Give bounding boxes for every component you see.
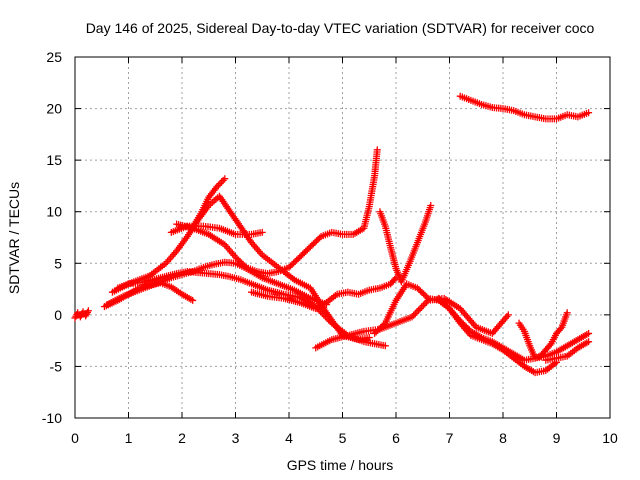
series-sat-o (542, 338, 593, 364)
data-point-marker (504, 311, 512, 319)
data-point-marker (216, 180, 224, 188)
data-point-marker (221, 175, 229, 183)
data-point-marker (418, 303, 426, 311)
series-sat-j (376, 202, 435, 286)
x-tick-label: 5 (339, 430, 347, 446)
data-points (71, 92, 593, 377)
x-tick-label: 0 (71, 430, 79, 446)
data-point-marker (214, 181, 222, 189)
data-point-marker (410, 311, 418, 319)
data-point-marker (241, 262, 249, 270)
data-point-marker (421, 300, 429, 308)
y-tick-label: -10 (42, 410, 62, 426)
y-tick-label: -5 (50, 358, 63, 374)
data-point-marker (557, 325, 565, 333)
x-tick-label: 2 (178, 430, 186, 446)
data-point-marker (416, 305, 424, 313)
x-tick-label: 4 (285, 430, 293, 446)
series-sat-a (71, 307, 92, 322)
data-point-marker (585, 338, 593, 346)
series-sat-p (456, 92, 593, 123)
series-sat-f (189, 175, 229, 231)
data-point-marker (391, 275, 399, 283)
x-tick-label: 10 (602, 430, 618, 446)
data-point-marker (72, 312, 80, 320)
data-point-marker (218, 178, 226, 186)
data-point-marker (423, 293, 431, 301)
data-point-marker (563, 309, 571, 317)
data-point-marker (585, 329, 593, 337)
data-point-marker (213, 183, 221, 191)
data-point-marker (84, 307, 92, 315)
data-point-marker (411, 310, 419, 318)
x-tick-label: 7 (446, 430, 454, 446)
y-tick-label: 0 (54, 307, 62, 323)
y-tick-label: 25 (46, 49, 62, 65)
data-point-marker (413, 308, 421, 316)
data-point-marker (258, 228, 266, 236)
x-tick-label: 1 (125, 430, 133, 446)
axis-ticks: 0 1 2 3 4 5 6 7 8 9 10 -10 -5 0 5 10 15 20 25 (42, 49, 618, 446)
x-axis-label: GPS time / hours (287, 457, 394, 473)
series-sat-e (114, 192, 373, 344)
data-point-marker (419, 301, 427, 309)
data-point-marker (219, 176, 227, 184)
data-point-marker (408, 313, 416, 321)
series-sat-h (173, 146, 381, 278)
series-sat-g (167, 222, 266, 238)
y-tick-label: 10 (46, 204, 62, 220)
data-point-marker (585, 109, 593, 117)
x-tick-label: 8 (499, 430, 507, 446)
data-point-marker (444, 303, 452, 311)
y-tick-label: 5 (54, 255, 62, 271)
data-point-marker (380, 321, 388, 329)
data-point-marker (365, 334, 373, 342)
x-tick-label: 3 (232, 430, 240, 446)
data-point-marker (381, 342, 389, 350)
y-tick-label: 20 (46, 101, 62, 117)
data-point-marker (189, 296, 197, 304)
x-tick-label: 6 (392, 430, 400, 446)
y-tick-label: 15 (46, 152, 62, 168)
data-point-marker (373, 146, 381, 154)
series-sat-i (248, 274, 400, 313)
data-point-marker (316, 234, 324, 242)
x-tick-label: 9 (553, 430, 561, 446)
data-point-marker (414, 306, 422, 314)
data-point-marker (427, 202, 435, 210)
chart-title: Day 146 of 2025, Sidereal Day-to-day VTE… (86, 20, 595, 36)
series-sat-n (515, 309, 571, 362)
y-axis-label: SDTVAR / TECUs (6, 182, 22, 294)
data-point-marker (546, 341, 554, 349)
